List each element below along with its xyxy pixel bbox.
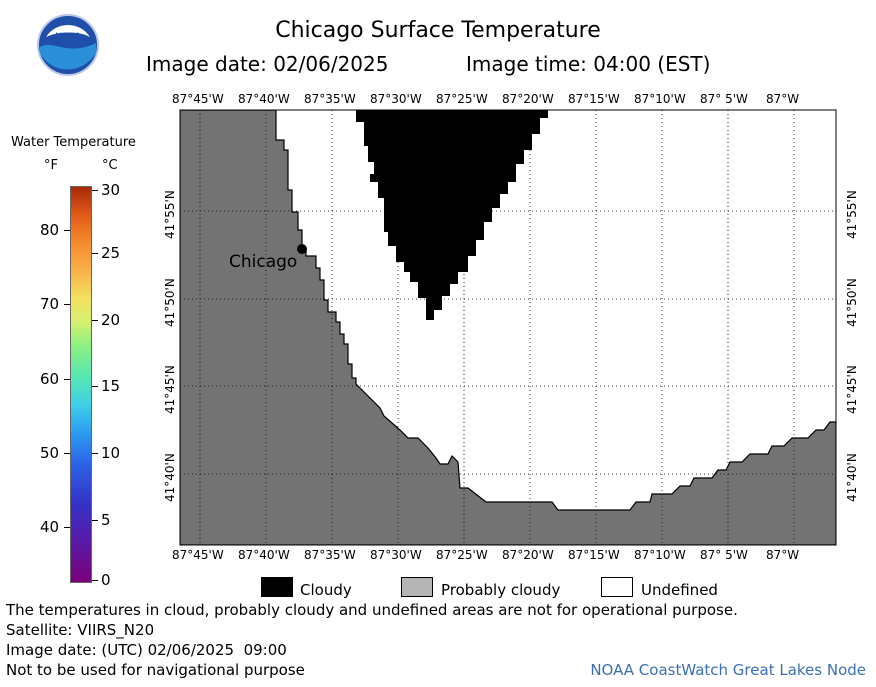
lon-label: 87°10'W: [634, 548, 686, 562]
cloud-area: [356, 110, 548, 320]
credit-link[interactable]: NOAA CoastWatch Great Lakes Node: [590, 661, 866, 679]
lon-label: 87°35'W: [304, 92, 356, 106]
lon-label: 87°W: [766, 92, 800, 106]
image-time: Image time: 04:00 (EST): [466, 52, 711, 76]
lon-label: 87°15'W: [568, 92, 620, 106]
colorbar-tick-f: 40: [40, 518, 60, 536]
lon-label: 87°25'W: [436, 548, 488, 562]
colorbar-tickmark: [64, 527, 70, 528]
unit-fahrenheit: °F: [44, 158, 58, 173]
svg-text:NOAA: NOAA: [55, 31, 81, 41]
colorbar-tickmark: [64, 453, 70, 454]
noaa-logo: NOAA: [36, 13, 100, 77]
page-title: Chicago Surface Temperature: [275, 18, 601, 43]
lat-label: 41°50'N: [845, 278, 859, 327]
lon-label: 87°25'W: [436, 92, 488, 106]
lat-label: 41°50'N: [163, 278, 177, 327]
chicago-marker: [297, 244, 307, 254]
lon-label: 87°15'W: [568, 548, 620, 562]
colorbar-tickmark: [92, 453, 98, 454]
unit-celsius: °C: [102, 158, 118, 173]
lon-label: 87°20'W: [502, 92, 554, 106]
colorbar-tickmark: [92, 580, 98, 581]
colorbar: [70, 186, 92, 583]
lat-label: 41°40'N: [845, 453, 859, 502]
map-frame: [179, 109, 837, 546]
lat-label: 41°40'N: [163, 453, 177, 502]
lon-label: 87° 5'W: [700, 92, 748, 106]
lon-label: 87°35'W: [304, 548, 356, 562]
colorbar-tickmark: [64, 379, 70, 380]
colorbar-tick-f: 60: [40, 370, 60, 388]
colorbar-tick-c: 20: [101, 311, 121, 329]
lon-label: 87° 5'W: [700, 548, 748, 562]
lon-label: 87°30'W: [370, 92, 422, 106]
lon-label: 87°W: [766, 548, 800, 562]
legend-label-probably-cloudy: Probably cloudy: [441, 581, 561, 599]
legend-label-undefined: Undefined: [641, 581, 718, 599]
lon-label: 87°40'W: [238, 548, 290, 562]
legend-swatch-cloudy: [261, 577, 293, 597]
colorbar-tickmark: [92, 520, 98, 521]
satellite-text: Satellite: VIIRS_N20: [6, 621, 155, 639]
colorbar-tick-f: 70: [40, 295, 60, 313]
lon-label: 87°45'W: [172, 548, 224, 562]
lon-label: 87°40'W: [238, 92, 290, 106]
colorbar-tick-c: 10: [101, 444, 121, 462]
map-grid: [180, 110, 836, 545]
colorbar-tickmark: [92, 253, 98, 254]
lat-label: 41°45'N: [845, 365, 859, 414]
colorbar-title: Water Temperature: [11, 135, 136, 150]
legend-swatch-undefined: [601, 577, 633, 597]
colorbar-tickmark: [64, 230, 70, 231]
legend-label-cloudy: Cloudy: [300, 581, 352, 599]
lat-label: 41°45'N: [163, 365, 177, 414]
colorbar-tick-c: 5: [101, 511, 111, 529]
disclaimer-text: The temperatures in cloud, probably clou…: [6, 601, 738, 619]
lon-label: 87°30'W: [370, 548, 422, 562]
legend-swatch-probably-cloudy: [401, 577, 433, 597]
colorbar-tick-c: 0: [101, 571, 111, 589]
lat-label: 41°55'N: [845, 190, 859, 239]
lon-label: 87°10'W: [634, 92, 686, 106]
colorbar-tickmark: [64, 304, 70, 305]
colorbar-tick-c: 25: [101, 244, 121, 262]
chicago-label: Chicago: [229, 252, 298, 272]
nav-warning-text: Not to be used for navigational purpose: [6, 661, 305, 679]
colorbar-tickmark: [92, 386, 98, 387]
image-date: Image date: 02/06/2025: [146, 52, 389, 76]
colorbar-tick-c: 15: [101, 377, 121, 395]
utc-date-text: Image date: (UTC) 02/06/2025 09:00: [6, 641, 287, 659]
colorbar-tick-f: 80: [40, 221, 60, 239]
lon-label: 87°20'W: [502, 548, 554, 562]
colorbar-tickmark: [92, 190, 98, 191]
lat-label: 41°55'N: [163, 190, 177, 239]
colorbar-tick-c: 30: [101, 181, 121, 199]
colorbar-tick-f: 50: [40, 444, 60, 462]
lon-label: 87°45'W: [172, 92, 224, 106]
colorbar-tickmark: [92, 320, 98, 321]
